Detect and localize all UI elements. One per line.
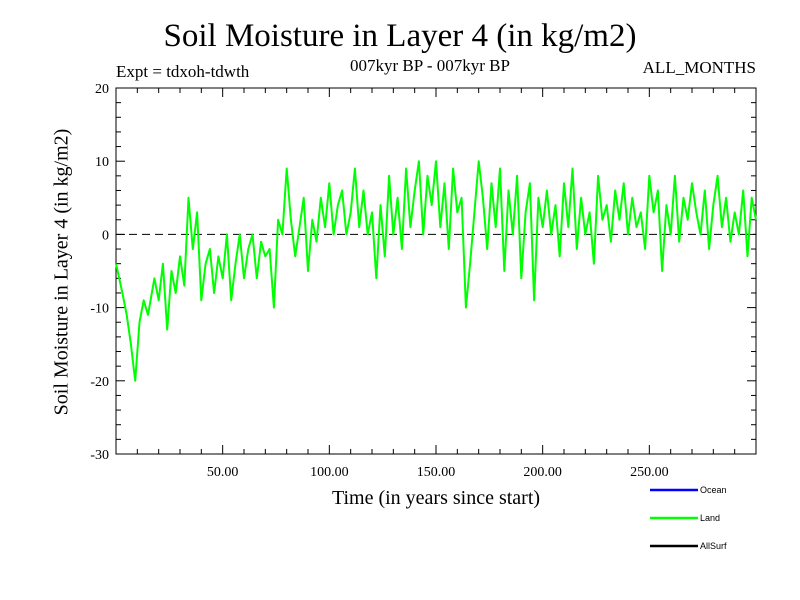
axis-ticks xyxy=(115,87,757,455)
months-label: ALL_MONTHS xyxy=(642,58,756,77)
x-tick-label: 150.00 xyxy=(417,465,456,480)
legend-label-ocean: Ocean xyxy=(700,485,727,495)
experiment-label: Expt = tdxoh-tdwth xyxy=(116,62,250,81)
y-tick-label: -10 xyxy=(90,302,109,317)
period-label: 007kyr BP - 007kyr BP xyxy=(350,56,510,75)
x-axis-label: Time (in years since start) xyxy=(331,487,541,509)
x-tick-label: 100.00 xyxy=(310,465,349,480)
x-tick-label: 250.00 xyxy=(630,465,669,480)
x-tick-label: 50.00 xyxy=(207,465,239,480)
series-line-land xyxy=(115,160,757,382)
legend-label-allsurf: AllSurf xyxy=(700,541,727,551)
y-tick-label: 20 xyxy=(95,82,109,97)
y-tick-label: -20 xyxy=(90,375,109,390)
legend-label-land: Land xyxy=(700,513,720,523)
legend: Ocean Land AllSurf xyxy=(650,485,727,551)
y-axis-label: Soil Moisture in Layer 4 (in kg/m2) xyxy=(50,128,73,416)
axis-tick-labels: -30 -20 -10 0 10 20 50.00 100.00 150.00 200.00 250… xyxy=(90,82,668,480)
y-tick-label: 10 xyxy=(95,155,109,170)
chart-title: Soil Moisture in Layer 4 (in kg/m2) xyxy=(163,18,637,54)
series-layer xyxy=(115,160,757,382)
y-tick-label: -30 xyxy=(90,448,109,463)
x-tick-label: 200.00 xyxy=(523,465,562,480)
y-tick-label: 0 xyxy=(102,228,109,243)
